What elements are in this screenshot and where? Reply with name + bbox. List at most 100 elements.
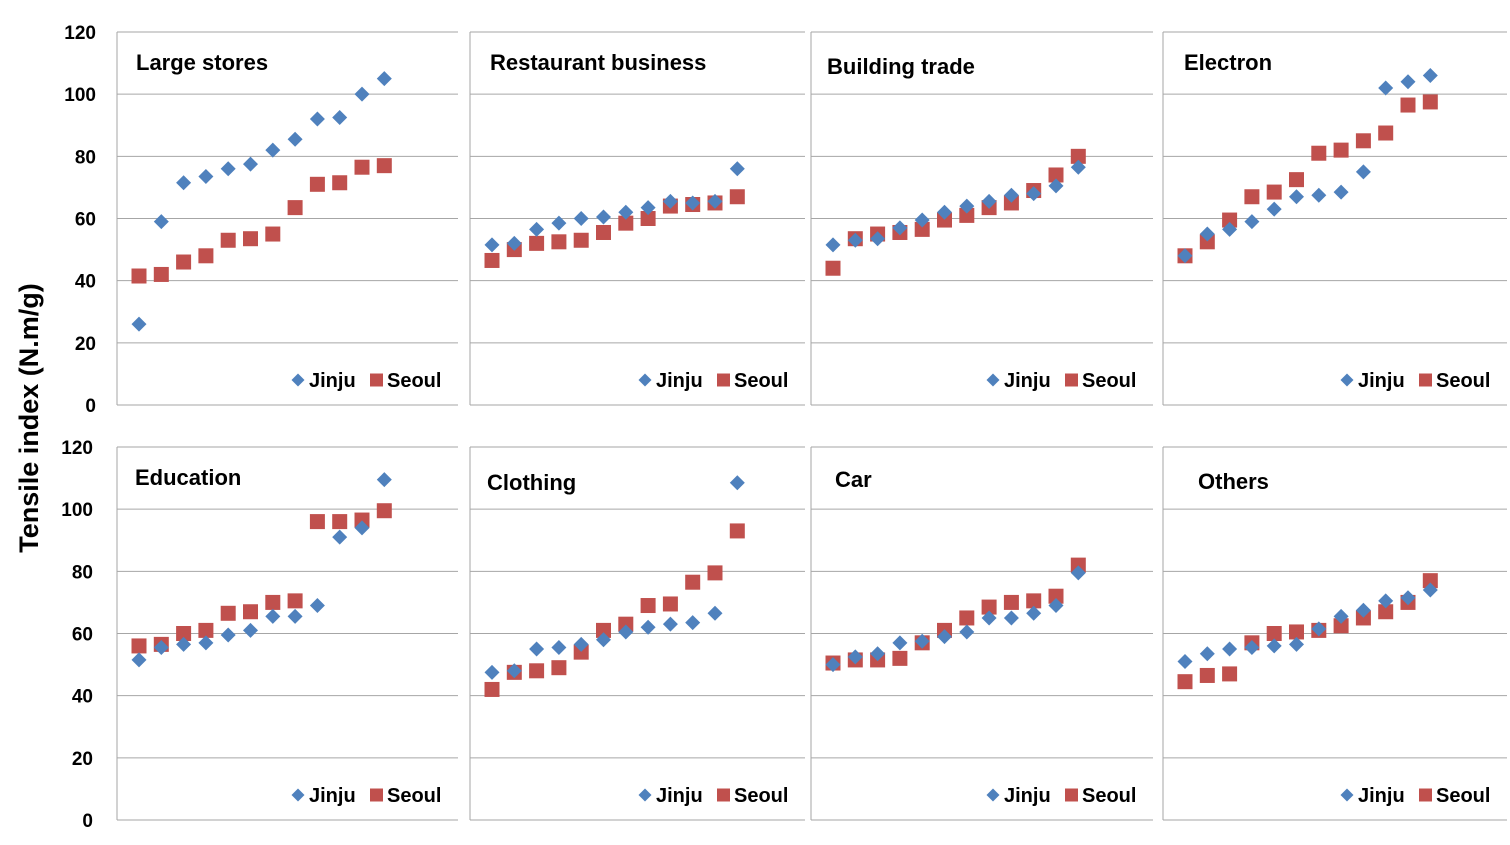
jinju-point [825, 657, 841, 673]
seoul-point [596, 622, 611, 638]
jinju-point [959, 198, 975, 214]
jinju-point [243, 622, 258, 638]
panel-electron: Electron Jinju Seoul [1162, 31, 1507, 406]
jinju-point [937, 204, 952, 220]
jinju-point [198, 169, 214, 185]
jinju-point [1333, 184, 1349, 200]
seoul-point [1003, 195, 1019, 211]
jinju-point [870, 231, 886, 247]
seoul-point [376, 158, 392, 174]
jinju-point [1199, 226, 1215, 242]
seoul-point [551, 234, 567, 250]
y-tick-label: 20 [75, 334, 96, 355]
seoul-point [1378, 604, 1394, 620]
seoul-point [153, 266, 169, 282]
jinju-point [1378, 80, 1394, 96]
seoul-point [1048, 588, 1064, 604]
legend-seoul-label: Seoul [387, 370, 441, 392]
jinju-point [618, 624, 634, 640]
jinju-point [729, 161, 745, 177]
legend-seoul-marker [717, 788, 730, 802]
seoul-point [529, 235, 545, 251]
seoul-point [354, 512, 370, 528]
jinju-point [1266, 201, 1282, 217]
jinju-point [484, 237, 500, 253]
jinju-point [1244, 639, 1260, 655]
seoul-point [1177, 674, 1193, 690]
seoul-point [1266, 184, 1282, 200]
panel-car: Car Jinju Seoul [810, 446, 1153, 821]
y-tick-label: 120 [64, 23, 96, 44]
seoul-point [332, 514, 348, 530]
panel-title: Others [1198, 469, 1269, 494]
jinju-point [1070, 565, 1086, 581]
jinju-point [937, 629, 952, 645]
jinju-point [1311, 621, 1327, 637]
jinju-point [287, 131, 303, 147]
legend-jinju-marker [638, 788, 652, 802]
seoul-point [198, 248, 214, 264]
seoul-point [1199, 234, 1215, 250]
panel-title: Large stores [136, 50, 268, 75]
legend-jinju-label: Jinju [309, 785, 356, 807]
jinju-point [596, 632, 611, 648]
y-tick-label: 40 [75, 272, 96, 293]
seoul-point [914, 221, 930, 237]
y-tick-label: 120 [61, 438, 93, 459]
y-tick-label: 40 [72, 687, 93, 708]
jinju-point [131, 652, 147, 668]
legend-seoul-marker [370, 373, 383, 387]
legend-seoul-label: Seoul [387, 785, 441, 807]
jinju-point [376, 472, 392, 488]
seoul-point [981, 599, 997, 615]
jinju-point [1266, 638, 1282, 654]
jinju-point [1333, 608, 1349, 624]
jinju-point [1222, 221, 1238, 237]
seoul-point [1355, 610, 1371, 626]
legend-jinju-marker [986, 373, 1000, 387]
jinju-point [1026, 186, 1042, 202]
jinju-point [685, 195, 701, 211]
legend-seoul-label: Seoul [1436, 785, 1490, 807]
panel-title: Building trade [827, 54, 975, 79]
seoul-point [220, 232, 236, 248]
jinju-point [1199, 646, 1215, 662]
jinju-point [1003, 187, 1019, 203]
legend-jinju-marker [986, 788, 1000, 802]
seoul-point [1003, 594, 1019, 610]
jinju-point [220, 627, 236, 643]
jinju-point [176, 175, 192, 191]
jinju-point [265, 608, 281, 624]
seoul-point [618, 215, 634, 231]
panel-others: Others Jinju Seoul [1162, 446, 1507, 821]
seoul-point [618, 616, 634, 632]
jinju-point [506, 235, 522, 251]
seoul-point [573, 232, 589, 248]
jinju-point [198, 635, 214, 651]
legend-jinju-marker [291, 373, 305, 387]
jinju-point [529, 641, 545, 657]
jinju-point [1289, 636, 1304, 652]
legend-jinju-label: Jinju [1358, 785, 1405, 807]
seoul-point [484, 252, 500, 268]
jinju-point [847, 232, 863, 248]
jinju-point [662, 616, 678, 632]
jinju-point [707, 605, 723, 621]
jinju-point [131, 316, 147, 332]
jinju-point [729, 475, 745, 491]
legend-jinju-label: Jinju [309, 370, 356, 392]
seoul-point [662, 596, 678, 612]
seoul-point [176, 254, 192, 270]
jinju-point [506, 663, 522, 679]
jinju-point [1048, 178, 1064, 194]
jinju-point [1355, 164, 1371, 180]
jinju-point [573, 211, 589, 226]
seoul-point [1222, 212, 1238, 228]
jinju-point [287, 608, 303, 624]
jinju-point [618, 204, 634, 220]
jinju-point [551, 215, 567, 231]
y-tick-label: 0 [82, 811, 93, 832]
jinju-point [959, 624, 975, 640]
seoul-point [1355, 133, 1371, 149]
